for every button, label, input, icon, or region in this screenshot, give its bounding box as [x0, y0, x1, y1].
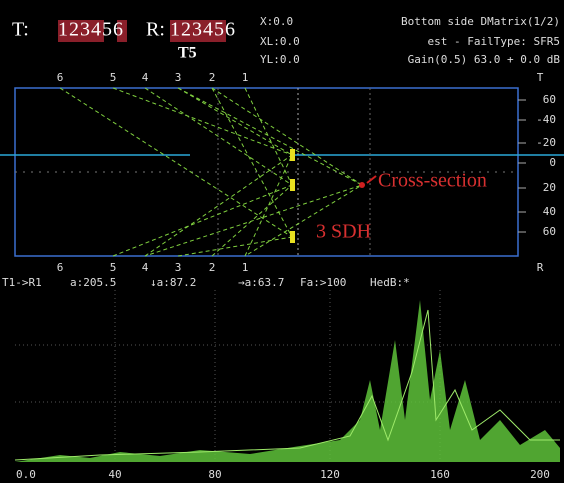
xl-readout: XL:0.0 [260, 35, 300, 48]
element-label: 5 [110, 261, 117, 274]
element-label: 1 [242, 71, 249, 84]
r-value: 123456 [170, 19, 236, 41]
depth-label: 60 [543, 93, 556, 106]
t-value: 123456 [58, 19, 124, 41]
x-axis-label: 120 [320, 468, 340, 481]
element-label: 6 [57, 261, 64, 274]
x-axis-label: 0.0 [16, 468, 36, 481]
status-item: →a:63.7 [238, 276, 284, 289]
r-label: R: [146, 19, 165, 41]
status-item: ↓a:87.2 [150, 276, 196, 289]
waveform [15, 300, 560, 462]
annotation: Cross-section [378, 170, 487, 192]
element-label: 1 [242, 261, 249, 274]
element-label: T [537, 71, 544, 84]
status-item: a:205.5 [70, 276, 116, 289]
flaw-marker [290, 149, 295, 161]
ascan-grid [15, 290, 560, 462]
cross-section-point [359, 182, 365, 188]
depth-label: 40 [543, 205, 556, 218]
x-axis-label: 200 [530, 468, 550, 481]
x-axis-label: 40 [108, 468, 121, 481]
element-label: 4 [142, 261, 149, 274]
x-readout: X:0.0 [260, 15, 293, 28]
x-axis-label: 80 [208, 468, 221, 481]
status-item: HedB:* [370, 276, 410, 289]
highlight [117, 20, 127, 42]
t-label: T: [12, 19, 29, 41]
fail-type: est - FailType: SFR5 [428, 35, 560, 48]
depth-label: -40 [536, 113, 556, 126]
flaw-marker [290, 179, 295, 191]
annotation: 3 SDH [316, 221, 371, 243]
status-item: Fa:>100 [300, 276, 346, 289]
depth-label: 20 [543, 181, 556, 194]
view-title: Bottom side DMatrix(1/2) [401, 15, 560, 28]
element-label: 2 [209, 71, 216, 84]
flaw-marker [290, 231, 295, 243]
gain: Gain(0.5) 63.0 + 0.0 dB [408, 53, 561, 66]
probe: T5 [178, 45, 197, 62]
element-label: 3 [175, 261, 182, 274]
element-label: 5 [110, 71, 117, 84]
element-label: 4 [142, 71, 149, 84]
x-axis-label: 160 [430, 468, 450, 481]
yl-readout: YL:0.0 [260, 53, 300, 66]
status-item: T1->R1 [2, 276, 42, 289]
depth-label: 0 [549, 156, 556, 169]
highlight [58, 20, 104, 42]
depth-label: 60 [543, 225, 556, 238]
highlight [170, 20, 226, 42]
annotation-arrow [366, 175, 377, 184]
element-label: 3 [175, 71, 182, 84]
element-label: 6 [57, 71, 64, 84]
element-label: 2 [209, 261, 216, 274]
element-label: R [537, 261, 544, 274]
waveform [14, 309, 560, 461]
depth-label: -20 [536, 136, 556, 149]
